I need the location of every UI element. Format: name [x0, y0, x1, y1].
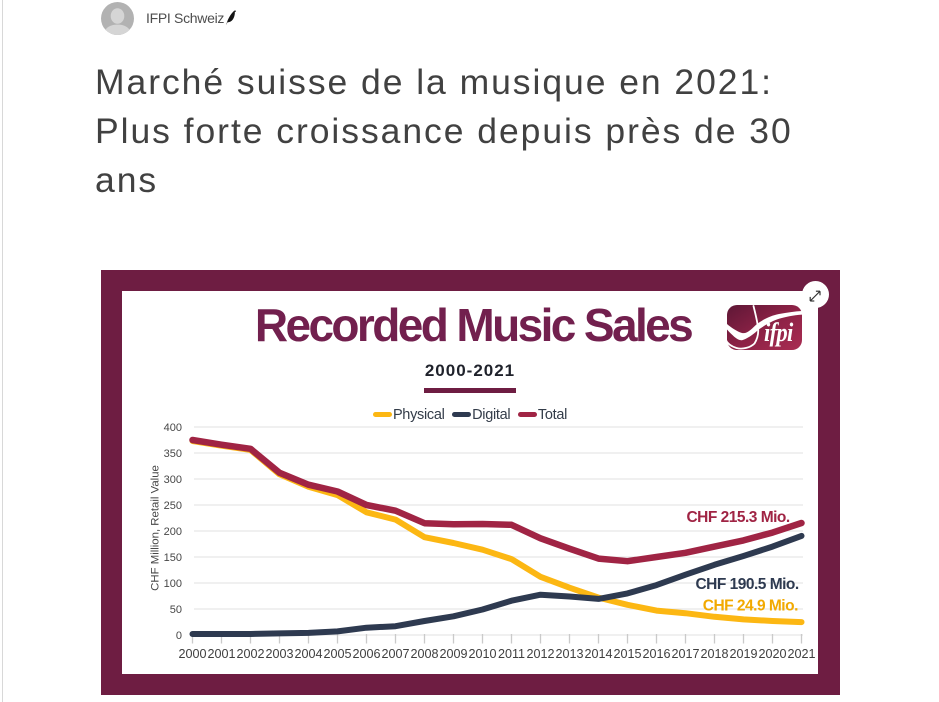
svg-text:50: 50 — [170, 604, 182, 616]
svg-text:2009: 2009 — [439, 647, 467, 661]
svg-text:2016: 2016 — [642, 647, 670, 661]
svg-text:2004: 2004 — [294, 647, 322, 661]
svg-text:2001: 2001 — [207, 647, 235, 661]
svg-text:2020: 2020 — [758, 647, 786, 661]
svg-text:2007: 2007 — [381, 647, 409, 661]
svg-text:2014: 2014 — [584, 647, 612, 661]
svg-text:CHF Million, Retail Value: CHF Million, Retail Value — [150, 465, 162, 591]
svg-text:2010: 2010 — [468, 647, 496, 661]
svg-text:2017: 2017 — [671, 647, 699, 661]
svg-text:0: 0 — [176, 630, 182, 642]
svg-text:100: 100 — [164, 578, 182, 590]
svg-text:2008: 2008 — [410, 647, 438, 661]
svg-text:2012: 2012 — [526, 647, 554, 661]
svg-text:300: 300 — [164, 474, 182, 486]
svg-text:2018: 2018 — [700, 647, 728, 661]
svg-text:400: 400 — [164, 422, 182, 434]
svg-text:2006: 2006 — [352, 647, 380, 661]
svg-text:2011: 2011 — [498, 647, 525, 661]
svg-text:CHF 24.9 Mio.: CHF 24.9 Mio. — [703, 598, 798, 615]
svg-text:2013: 2013 — [555, 647, 583, 661]
svg-text:350: 350 — [164, 448, 182, 460]
svg-text:2000: 2000 — [178, 647, 206, 661]
svg-text:200: 200 — [164, 526, 182, 538]
svg-text:150: 150 — [164, 552, 182, 564]
svg-text:2019: 2019 — [729, 647, 757, 661]
svg-text:2021: 2021 — [787, 647, 815, 661]
svg-text:2015: 2015 — [613, 647, 641, 661]
svg-text:ifpi: ifpi — [764, 319, 794, 348]
svg-text:CHF 215.3 Mio.: CHF 215.3 Mio. — [686, 509, 789, 526]
svg-text:250: 250 — [164, 500, 182, 512]
svg-text:2002: 2002 — [236, 647, 264, 661]
svg-text:2005: 2005 — [323, 647, 351, 661]
svg-text:CHF 190.5 Mio.: CHF 190.5 Mio. — [695, 576, 798, 593]
svg-text:2003: 2003 — [265, 647, 293, 661]
